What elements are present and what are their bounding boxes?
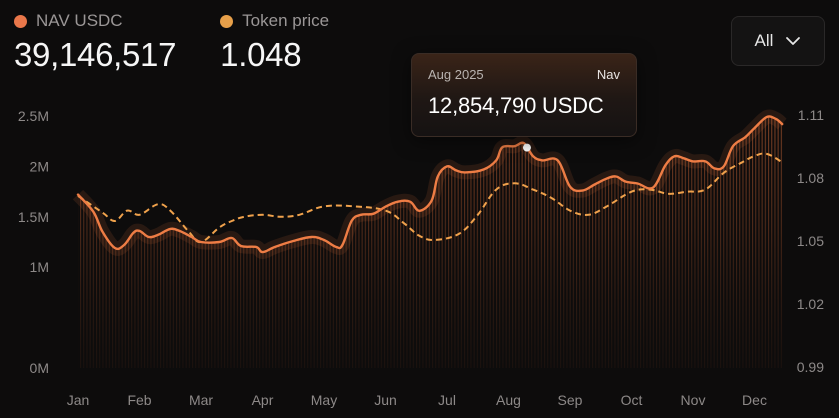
x-tick-label: May <box>311 392 337 408</box>
nav-value: 39,146,517 <box>14 36 177 73</box>
chart-tooltip: Aug 2025 Nav 12,854,790 USDC <box>411 53 637 137</box>
y-left-tick-label: 0M <box>30 360 49 376</box>
x-tick-label: Nov <box>681 392 706 408</box>
y-right-tick-label: 1.11 <box>798 107 824 123</box>
nav-label: NAV USDC <box>36 11 123 30</box>
x-tick-label: Jun <box>374 392 397 408</box>
y-right-tick-label: 1.05 <box>797 233 824 249</box>
token-legend-dot <box>220 14 234 28</box>
highlight-point[interactable] <box>522 143 531 152</box>
tooltip-date: Aug 2025 <box>428 67 484 82</box>
y-right-tick-label: 1.02 <box>797 296 824 312</box>
x-tick-label: Apr <box>252 392 274 408</box>
token-value: 1.048 <box>220 36 302 73</box>
nav-legend-dot <box>14 14 27 28</box>
nav-line <box>76 115 784 254</box>
y-left-tick-label: 2.5M <box>18 108 49 124</box>
x-tick-label: Jul <box>438 392 456 408</box>
x-tick-label: Mar <box>189 392 213 408</box>
nav-stat: NAV USDC 39,146,517 <box>14 8 176 74</box>
token-label: Token price <box>242 11 330 30</box>
y-left-tick-label: 1.5M <box>18 209 49 225</box>
tooltip-value: 12,854,790 USDC <box>428 93 604 118</box>
token-price-line <box>77 152 783 244</box>
y-right-tick-label: 1.08 <box>797 170 824 186</box>
x-tick-label: Jan <box>67 392 90 408</box>
x-tick-label: Dec <box>742 392 767 408</box>
x-tick-label: Sep <box>558 392 583 408</box>
y-left-tick-label: 1M <box>30 259 49 275</box>
token-legend: Token price <box>220 8 329 34</box>
x-tick-label: Oct <box>621 392 643 408</box>
y-left-tick-label: 2M <box>30 158 49 174</box>
chevron-down-icon <box>785 36 801 46</box>
range-select[interactable]: All <box>731 16 825 66</box>
x-tick-label: Feb <box>127 392 151 408</box>
range-select-value: All <box>754 31 774 50</box>
tooltip-series: Nav <box>596 67 620 82</box>
y-right-tick-label: 0.99 <box>797 359 824 375</box>
x-tick-label: Aug <box>496 392 521 408</box>
nav-legend: NAV USDC <box>14 8 176 34</box>
chart-header: NAV USDC 39,146,517 Token price 1.048 <box>14 8 329 74</box>
token-stat: Token price 1.048 <box>220 8 329 74</box>
